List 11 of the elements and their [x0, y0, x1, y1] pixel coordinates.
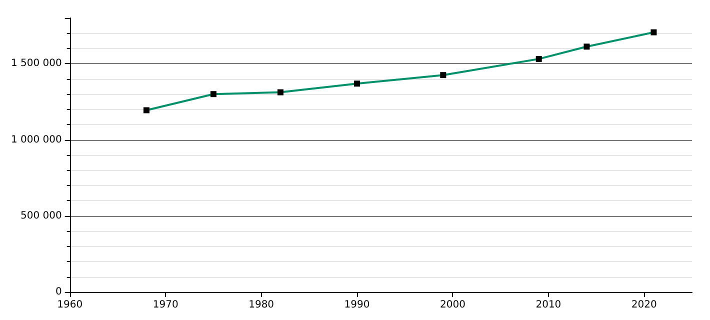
- x-tick-label: 1970: [152, 300, 178, 310]
- x-tick-label: 1990: [344, 300, 370, 310]
- x-tick-label: 1960: [57, 300, 83, 310]
- y-tick-label: 500 000: [20, 210, 62, 222]
- x-tick-label: 1980: [248, 300, 274, 310]
- y-tick-label: 1 500 000: [10, 58, 62, 70]
- y-tick-label: 1 000 000: [10, 134, 62, 146]
- x-tick-label: 2010: [536, 300, 562, 310]
- x-tick-label: 2000: [440, 300, 466, 310]
- x-tick-label: 2020: [631, 300, 657, 310]
- y-tick-label: 0: [56, 286, 62, 298]
